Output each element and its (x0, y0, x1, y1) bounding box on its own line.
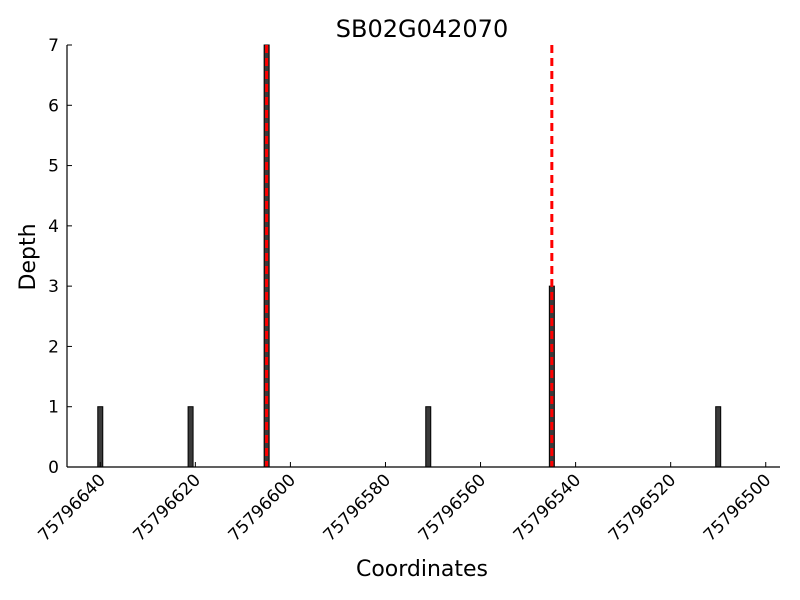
bar (97, 406, 104, 468)
y-tick-label: 6 (48, 96, 59, 116)
y-tick-label: 3 (48, 277, 59, 297)
y-tick-label: 1 (48, 398, 59, 418)
x-tick-label: 75796560 (415, 470, 490, 545)
bar (187, 406, 194, 468)
y-tick-label: 4 (48, 217, 59, 237)
x-tick-label: 75796520 (605, 470, 680, 545)
x-tick-label: 75796580 (320, 470, 395, 545)
y-tick-label: 5 (48, 157, 59, 177)
x-tick-label: 75796620 (130, 470, 205, 545)
y-tick-label: 7 (48, 36, 59, 56)
x-tick-label: 75796500 (700, 470, 775, 545)
x-tick-label: 75796640 (34, 470, 109, 545)
x-tick-label: 75796540 (510, 470, 585, 545)
x-tick-label: 75796600 (225, 470, 300, 545)
chart-title: SB02G042070 (336, 15, 508, 43)
plot-area: 0 1 2 3 4 5 6 7 75796640 75796620 75796600 75796580… (34, 36, 780, 546)
y-tick-label: 0 (48, 458, 59, 478)
bar (425, 406, 432, 468)
x-axis-label: Coordinates (356, 557, 488, 582)
y-tick-label: 2 (48, 337, 59, 357)
bar (715, 406, 722, 468)
y-axis-label: Depth (16, 223, 41, 290)
